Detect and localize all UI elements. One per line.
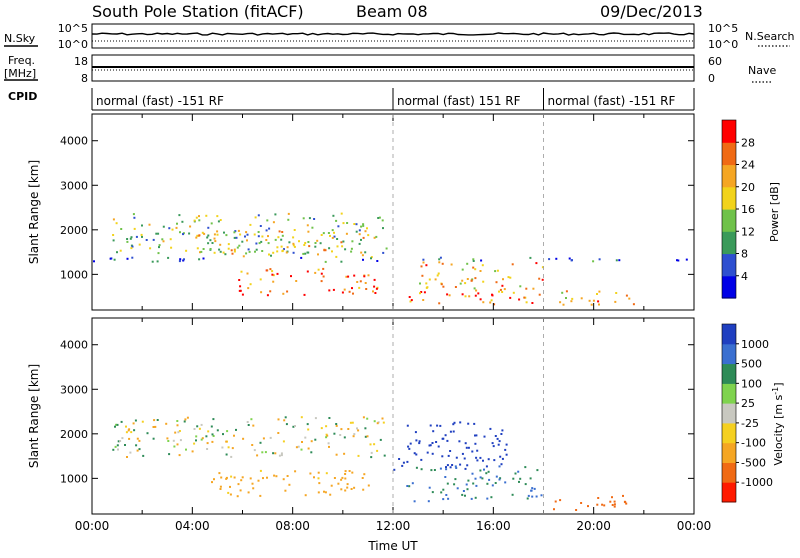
colorbar-tick-label: -100 bbox=[741, 437, 766, 450]
colorbar-tick-label: 20 bbox=[741, 181, 755, 194]
colorbar-tick-label: 12 bbox=[741, 225, 755, 238]
power-panel: 1000 2000 3000 4000 Slant Range [km] 4 8 12 16… bbox=[27, 113, 781, 311]
freq-panel: Freq. [MHz] 18 8 60 0 Nave bbox=[4, 54, 776, 85]
colorbar-tick-label: 500 bbox=[741, 358, 762, 371]
beam-label: Beam 08 bbox=[356, 2, 428, 21]
nave-tick-low: 0 bbox=[708, 72, 715, 85]
x-axis-label: Time UT bbox=[367, 539, 418, 553]
y-tick-label: 4000 bbox=[60, 135, 88, 148]
cpid-label: CPID bbox=[8, 90, 37, 103]
date-label: 09/Dec/2013 bbox=[600, 2, 703, 21]
colorbar-tick-label: -25 bbox=[741, 417, 759, 430]
x-tick-label: 00:00 bbox=[677, 519, 712, 533]
velocity-colorbar-label: Velocity [m s-1] bbox=[771, 382, 785, 465]
colorbar-tick-label: 25 bbox=[741, 397, 755, 410]
freq-tick-low: 8 bbox=[81, 72, 88, 85]
colorbar-tick-label: 1000 bbox=[741, 338, 769, 351]
x-tick-label: 08:00 bbox=[275, 519, 310, 533]
noise-tick-low-right: 10^0 bbox=[708, 38, 738, 51]
colorbar-tick-label: 16 bbox=[741, 203, 755, 216]
noise-tick-high: 10^5 bbox=[58, 22, 88, 35]
freq-label-1: Freq. bbox=[8, 54, 35, 67]
noise-tick-low: 10^0 bbox=[58, 38, 88, 51]
noise-panel: N.Sky 10^5 10^0 10^5 10^0 N.Search bbox=[4, 22, 795, 51]
noise-sky-trace bbox=[91, 32, 695, 42]
power-echo-layer bbox=[93, 212, 688, 306]
cpid-segment-label: normal (fast) -151 RF bbox=[96, 94, 224, 108]
colorbar-tick-label: 24 bbox=[741, 159, 755, 172]
power-ylabel: Slant Range [km] bbox=[27, 160, 41, 264]
colorbar-tick-label: 8 bbox=[741, 248, 748, 261]
station-title: South Pole Station (fitACF) bbox=[92, 2, 304, 21]
colorbar-tick-label: -500 bbox=[741, 456, 766, 469]
freq-tick-high: 18 bbox=[74, 55, 88, 68]
colorbar-tick-label: 4 bbox=[741, 270, 748, 283]
colorbar-tick-label: 28 bbox=[741, 136, 755, 149]
x-tick-label: 00:00 bbox=[75, 519, 110, 533]
x-tick-label: 12:00 bbox=[376, 519, 411, 533]
velocity-echo-layer bbox=[112, 416, 628, 511]
power-colorbar-label: Power [dB] bbox=[768, 182, 781, 242]
nsky-label: N.Sky bbox=[4, 32, 36, 45]
colorbar-tick-label: -1000 bbox=[741, 476, 773, 489]
freq-label-2: [MHz] bbox=[4, 67, 36, 80]
nave-label: Nave bbox=[748, 64, 776, 77]
noise-tick-high-right: 10^5 bbox=[708, 22, 738, 35]
cpid-segment-label: normal (fast) 151 RF bbox=[397, 94, 521, 108]
y-tick-label: 2000 bbox=[60, 428, 88, 441]
velocity-colorbar-label-main: Velocity [m s bbox=[772, 394, 785, 465]
nsearch-label: N.Search bbox=[745, 30, 795, 43]
velocity-panel: 1000 2000 3000 4000 00:00 04:00 08:00 12:00 16:0… bbox=[27, 317, 785, 553]
x-tick-label: 20:00 bbox=[576, 519, 611, 533]
y-tick-label: 4000 bbox=[60, 339, 88, 352]
y-tick-label: 2000 bbox=[60, 224, 88, 237]
x-tick-label: 16:00 bbox=[476, 519, 511, 533]
colorbar-tick-label: 100 bbox=[741, 377, 762, 390]
y-tick-label: 1000 bbox=[60, 268, 88, 281]
nave-tick-high: 60 bbox=[708, 55, 722, 68]
x-tick-label: 04:00 bbox=[175, 519, 210, 533]
velocity-ylabel: Slant Range [km] bbox=[27, 364, 41, 468]
cpid-panel: CPID normal (fast) -151 RF normal (fast) … bbox=[8, 88, 695, 111]
cpid-segment-label: normal (fast) -151 RF bbox=[548, 94, 676, 108]
y-tick-label: 1000 bbox=[60, 472, 88, 485]
y-tick-label: 3000 bbox=[60, 179, 88, 192]
y-tick-label: 3000 bbox=[60, 383, 88, 396]
velocity-colorbar-label-sup: -1 bbox=[771, 387, 780, 395]
